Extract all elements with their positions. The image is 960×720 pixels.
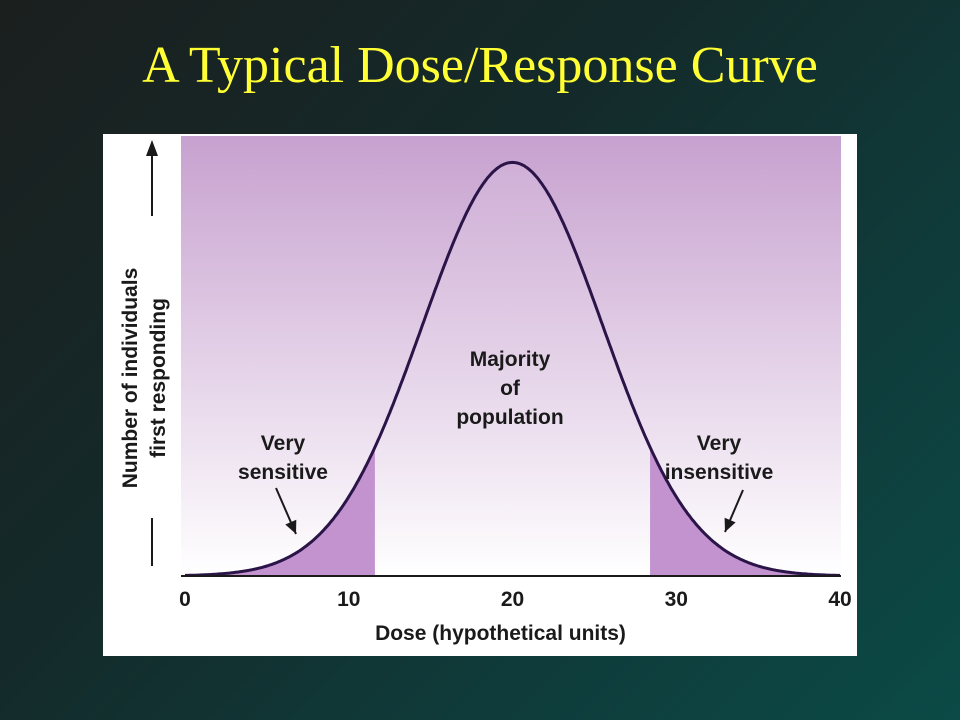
x-tick-label: 20 xyxy=(501,588,524,611)
region-sensitive xyxy=(185,447,375,576)
x-tick-label: 30 xyxy=(665,588,688,611)
x-axis-title: Dose (hypothetical units) xyxy=(375,622,626,645)
y-axis-arrow xyxy=(146,140,158,566)
arrow-very-sensitive xyxy=(275,487,297,535)
annotation-very-sensitive: Very sensitive xyxy=(238,432,328,484)
x-tick-label: 40 xyxy=(828,588,851,611)
annotation-very-sensitive-line: sensitive xyxy=(238,461,328,484)
annotation-very-sensitive-line: Very xyxy=(261,432,306,455)
annotation-very-insensitive-line: Very xyxy=(697,432,742,455)
arrow-very-insensitive xyxy=(724,489,744,533)
y-axis-title-line-1: Number of individuals xyxy=(119,268,142,489)
x-tick-label: 0 xyxy=(179,588,191,611)
dose-response-chart: 0 10 20 30 40 Dose (hypothetical units) Numb… xyxy=(119,136,852,645)
annotation-majority-line: population xyxy=(456,406,563,429)
annotation-majority: Majority of population xyxy=(456,348,563,429)
y-axis-title-line-2: first responding xyxy=(147,298,170,458)
region-insensitive xyxy=(650,447,840,576)
distribution-curve xyxy=(185,160,840,577)
annotation-very-insensitive-line: insensitive xyxy=(665,461,774,484)
annotation-very-insensitive: Very insensitive xyxy=(665,432,774,484)
y-arrow-head xyxy=(146,140,158,156)
slide-title: A Typical Dose/Response Curve xyxy=(142,37,818,94)
chart-panel: 0 10 20 30 40 Dose (hypothetical units) Numb… xyxy=(103,134,857,656)
annotation-majority-line: Majority xyxy=(470,348,551,371)
y-axis-title: Number of individuals first responding xyxy=(119,268,170,489)
annotation-majority-line: of xyxy=(500,377,521,400)
x-tick-label: 10 xyxy=(337,588,360,611)
region-majority xyxy=(374,162,651,576)
